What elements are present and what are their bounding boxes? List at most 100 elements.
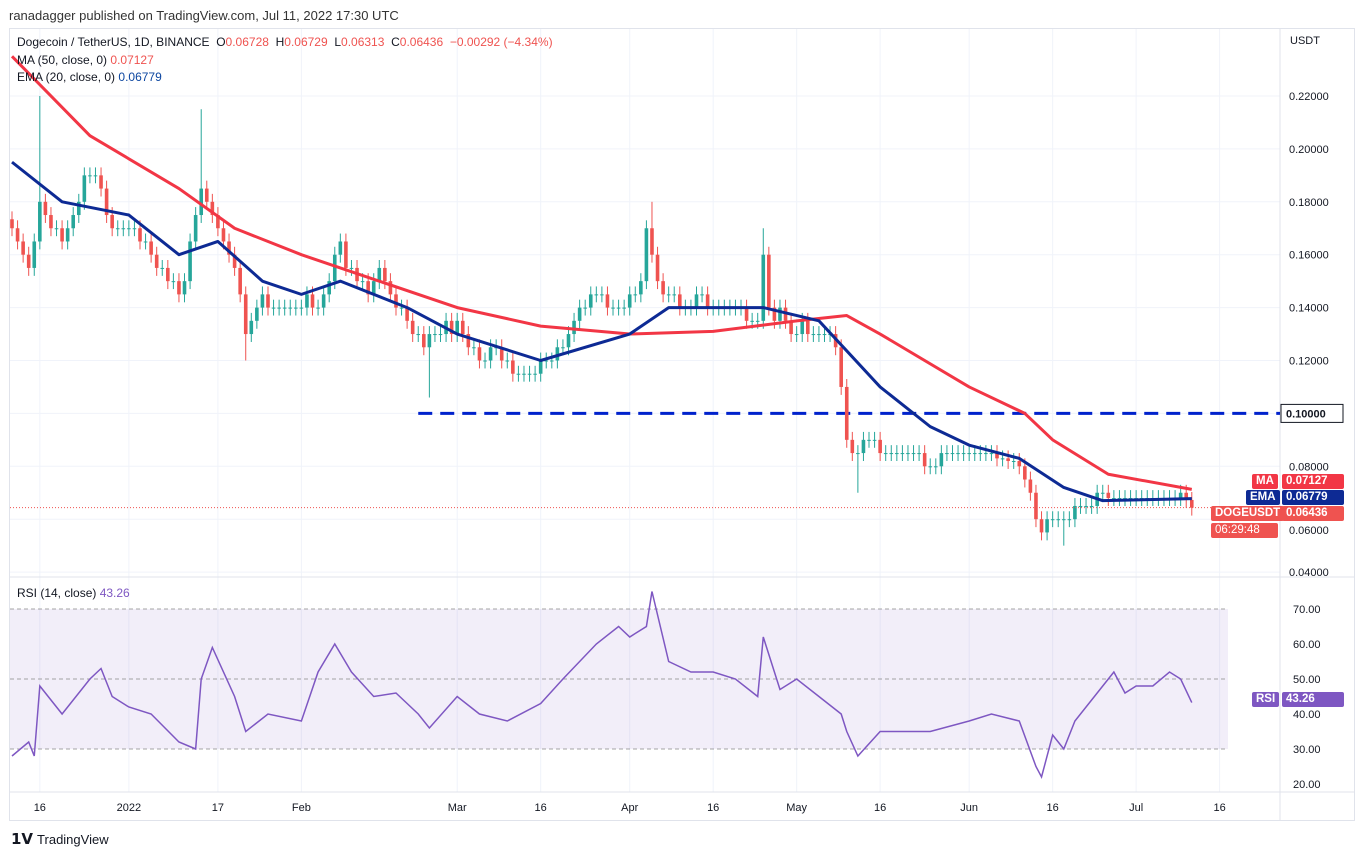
time-tick-label: Apr: [621, 802, 638, 814]
time-tick-label: May: [786, 802, 807, 814]
time-tick-label: Feb: [292, 802, 311, 814]
level-price-tag: [1280, 403, 1344, 423]
candle-body: [60, 228, 64, 242]
candle-body: [93, 175, 98, 177]
candle-body: [21, 241, 25, 255]
candle-body: [588, 294, 593, 308]
candle-body: [282, 307, 287, 309]
candle-body: [839, 347, 843, 387]
candle-body: [466, 334, 471, 348]
candle-body: [483, 360, 487, 362]
candle-body: [1028, 479, 1033, 493]
candle-body: [933, 466, 938, 468]
candle-body: [294, 307, 298, 309]
ema-value: 0.06779: [118, 70, 162, 84]
candle-body: [505, 360, 510, 362]
candle-body: [566, 334, 571, 348]
time-tick-label: Jul: [1129, 802, 1143, 814]
rsi-tick-label: 40.00: [1293, 709, 1321, 721]
candle-body: [1011, 461, 1016, 463]
candle-body: [600, 294, 604, 296]
price-tick-label: 0.04000: [1289, 567, 1329, 579]
candle-body: [210, 201, 215, 216]
candle-body: [939, 453, 944, 467]
candle-body: [844, 386, 849, 440]
ma-legend[interactable]: MA (50, close, 0) 0.07127: [17, 53, 154, 67]
candle-body: [872, 439, 877, 441]
time-tick-label: 17: [212, 802, 224, 814]
candle-body: [655, 254, 660, 282]
time-tick-label: 16: [535, 802, 547, 814]
candle-body: [88, 175, 92, 177]
price-tick-label: 0.20000: [1289, 144, 1329, 156]
candle-body: [1078, 505, 1083, 507]
candle-body: [405, 307, 409, 321]
ema-legend[interactable]: EMA (20, close, 0) 0.06779: [17, 70, 162, 84]
ma-label: MA (50, close, 0): [17, 53, 108, 67]
candle-body: [38, 201, 42, 242]
tv-logo-icon: 𝟭𝗩: [11, 831, 34, 848]
candle-body: [277, 307, 281, 309]
candle-body: [778, 307, 782, 321]
candle-body: [1089, 505, 1094, 507]
candle-body: [65, 228, 70, 242]
price-tick-label: 0.16000: [1289, 250, 1329, 262]
candle-body: [371, 281, 376, 295]
published-caption: ranadagger published on TradingView.com,…: [9, 8, 399, 23]
candle-body: [26, 254, 31, 268]
candle-body: [511, 360, 515, 374]
candle-body: [694, 294, 699, 308]
candle-body: [76, 201, 81, 216]
rsi-value: 43.26: [99, 586, 130, 600]
candle-body: [705, 294, 710, 308]
candle-body: [516, 373, 521, 375]
candle-body: [227, 241, 231, 255]
last-price-tag: 0.06436: [1282, 506, 1344, 521]
candle-body: [767, 254, 771, 308]
candle-body: [650, 228, 654, 255]
candle-body: [416, 334, 421, 336]
time-tick-label: Jun: [960, 802, 978, 814]
candle-body: [99, 175, 103, 189]
candle-body: [310, 294, 315, 308]
close-label: C: [391, 35, 400, 49]
candle-body: [900, 453, 905, 455]
candle-body: [616, 307, 621, 309]
candle-body: [1117, 498, 1122, 500]
rsi-tag: RSI: [1252, 692, 1280, 707]
price-tick-label: 0.14000: [1289, 303, 1329, 315]
candle-body: [488, 347, 493, 361]
close-value: 0.06436: [399, 35, 444, 49]
ma-price-tag: 0.07127: [1282, 474, 1344, 489]
candle-body: [1106, 492, 1111, 499]
candle-body: [10, 219, 14, 229]
chart-frame[interactable]: [9, 28, 1355, 821]
candle-body: [967, 453, 971, 455]
candle-body: [867, 439, 871, 441]
candle-body: [922, 453, 927, 467]
ma-tag: MA: [1252, 474, 1278, 489]
candle-body: [1045, 519, 1049, 533]
candle-body: [1056, 519, 1061, 521]
rsi-legend[interactable]: RSI (14, close) 43.26: [17, 586, 130, 600]
candle-body: [193, 215, 198, 242]
candle-body: [427, 334, 432, 348]
candle-body: [978, 453, 983, 455]
symbol-title: Dogecoin / TetherUS, 1D, BINANCE: [17, 35, 210, 49]
candle-body: [115, 228, 120, 230]
candle-body: [344, 241, 348, 268]
candle-body: [383, 267, 387, 282]
time-tick-label: 16: [1213, 802, 1225, 814]
candle-body: [288, 307, 293, 309]
tradingview-logo[interactable]: 𝟭𝗩 TradingView: [11, 830, 109, 848]
candle-body: [995, 453, 999, 459]
candle-body: [188, 241, 192, 282]
candle-body: [889, 453, 894, 455]
candle-body: [594, 294, 599, 296]
candle-body: [160, 267, 165, 269]
candle-body: [182, 281, 187, 295]
candle-body: [1006, 458, 1010, 462]
candle-body: [499, 347, 504, 361]
candle-body: [544, 360, 549, 362]
